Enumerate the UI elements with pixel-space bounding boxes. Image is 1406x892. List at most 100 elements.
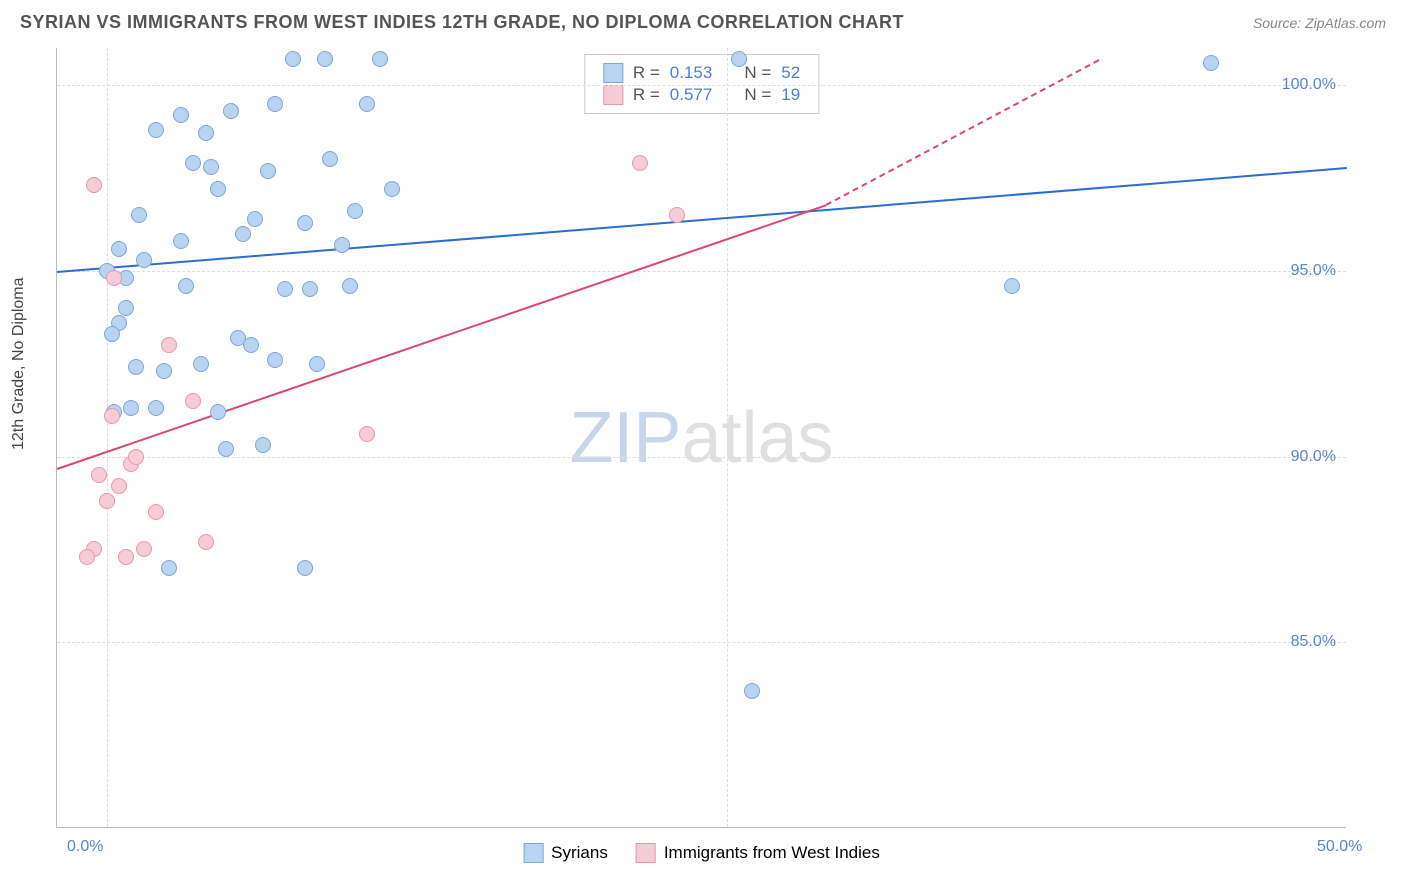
data-point [148,400,164,416]
data-point [267,352,283,368]
data-point [210,404,226,420]
data-point [148,504,164,520]
legend-swatch-syrians [603,63,623,83]
data-point [384,181,400,197]
data-point [334,237,350,253]
data-point [297,560,313,576]
data-point [123,400,139,416]
data-point [342,278,358,294]
data-point [118,300,134,316]
data-point [347,203,363,219]
y-tick-label: 90.0% [1291,448,1336,466]
data-point [131,207,147,223]
data-point [372,51,388,67]
data-point [359,96,375,112]
data-point [632,155,648,171]
legend-item-immigrants: Immigrants from West Indies [636,843,880,863]
data-point [111,241,127,257]
data-point [297,215,313,231]
watermark: ZIPatlas [569,397,833,479]
chart-plot-area: ZIPatlas R = 0.153 N = 52 R = 0.577 N = … [56,48,1346,828]
data-point [285,51,301,67]
data-point [309,356,325,372]
data-point [178,278,194,294]
data-point [104,408,120,424]
r-value-immigrants: 0.577 [670,85,713,105]
legend-label-immigrants: Immigrants from West Indies [664,843,880,863]
data-point [185,393,201,409]
data-point [235,226,251,242]
data-point [198,125,214,141]
x-tick-label: 0.0% [67,838,103,856]
legend-swatch-syrians [523,843,543,863]
data-point [260,163,276,179]
data-point [106,270,122,286]
data-point [173,107,189,123]
data-point [136,541,152,557]
data-point [243,337,259,353]
data-point [359,426,375,442]
data-point [302,281,318,297]
correlation-legend: R = 0.153 N = 52 R = 0.577 N = 19 [584,54,819,114]
legend-swatch-immigrants [636,843,656,863]
gridline-horizontal [57,457,1346,458]
data-point [128,449,144,465]
data-point [255,437,271,453]
x-tick-label: 50.0% [1317,838,1362,856]
data-point [156,363,172,379]
data-point [99,493,115,509]
data-point [744,683,760,699]
n-value-immigrants: 19 [781,85,800,105]
source-label: Source: ZipAtlas.com [1253,15,1386,31]
data-point [128,359,144,375]
data-point [79,549,95,565]
watermark-part2: atlas [681,398,833,478]
data-point [669,207,685,223]
data-point [277,281,293,297]
gridline-horizontal [57,642,1346,643]
data-point [161,560,177,576]
series-legend: Syrians Immigrants from West Indies [523,843,880,863]
y-axis-title: 12th Grade, No Diploma [10,277,28,450]
data-point [118,549,134,565]
gridline-vertical [727,48,728,827]
data-point [731,51,747,67]
n-label: N = [744,85,771,105]
r-value-syrians: 0.153 [670,63,713,83]
data-point [198,534,214,550]
r-label: R = [633,63,660,83]
y-tick-label: 95.0% [1291,262,1336,280]
watermark-part1: ZIP [569,398,681,478]
legend-label-syrians: Syrians [551,843,608,863]
n-value-syrians: 52 [781,63,800,83]
data-point [218,441,234,457]
legend-row-syrians: R = 0.153 N = 52 [603,63,800,83]
legend-item-syrians: Syrians [523,843,608,863]
data-point [148,122,164,138]
r-label: R = [633,85,660,105]
y-tick-label: 100.0% [1282,76,1336,94]
gridline-horizontal [57,271,1346,272]
data-point [173,233,189,249]
data-point [91,467,107,483]
data-point [223,103,239,119]
data-point [1203,55,1219,71]
gridline-horizontal [57,85,1346,86]
n-label: N = [744,63,771,83]
data-point [247,211,263,227]
trend-line [826,59,1100,206]
data-point [136,252,152,268]
data-point [203,159,219,175]
data-point [86,177,102,193]
data-point [193,356,209,372]
legend-row-immigrants: R = 0.577 N = 19 [603,85,800,105]
chart-title: SYRIAN VS IMMIGRANTS FROM WEST INDIES 12… [20,12,904,33]
data-point [185,155,201,171]
data-point [322,151,338,167]
gridline-vertical [107,48,108,827]
data-point [267,96,283,112]
data-point [104,326,120,342]
data-point [317,51,333,67]
data-point [111,478,127,494]
data-point [1004,278,1020,294]
